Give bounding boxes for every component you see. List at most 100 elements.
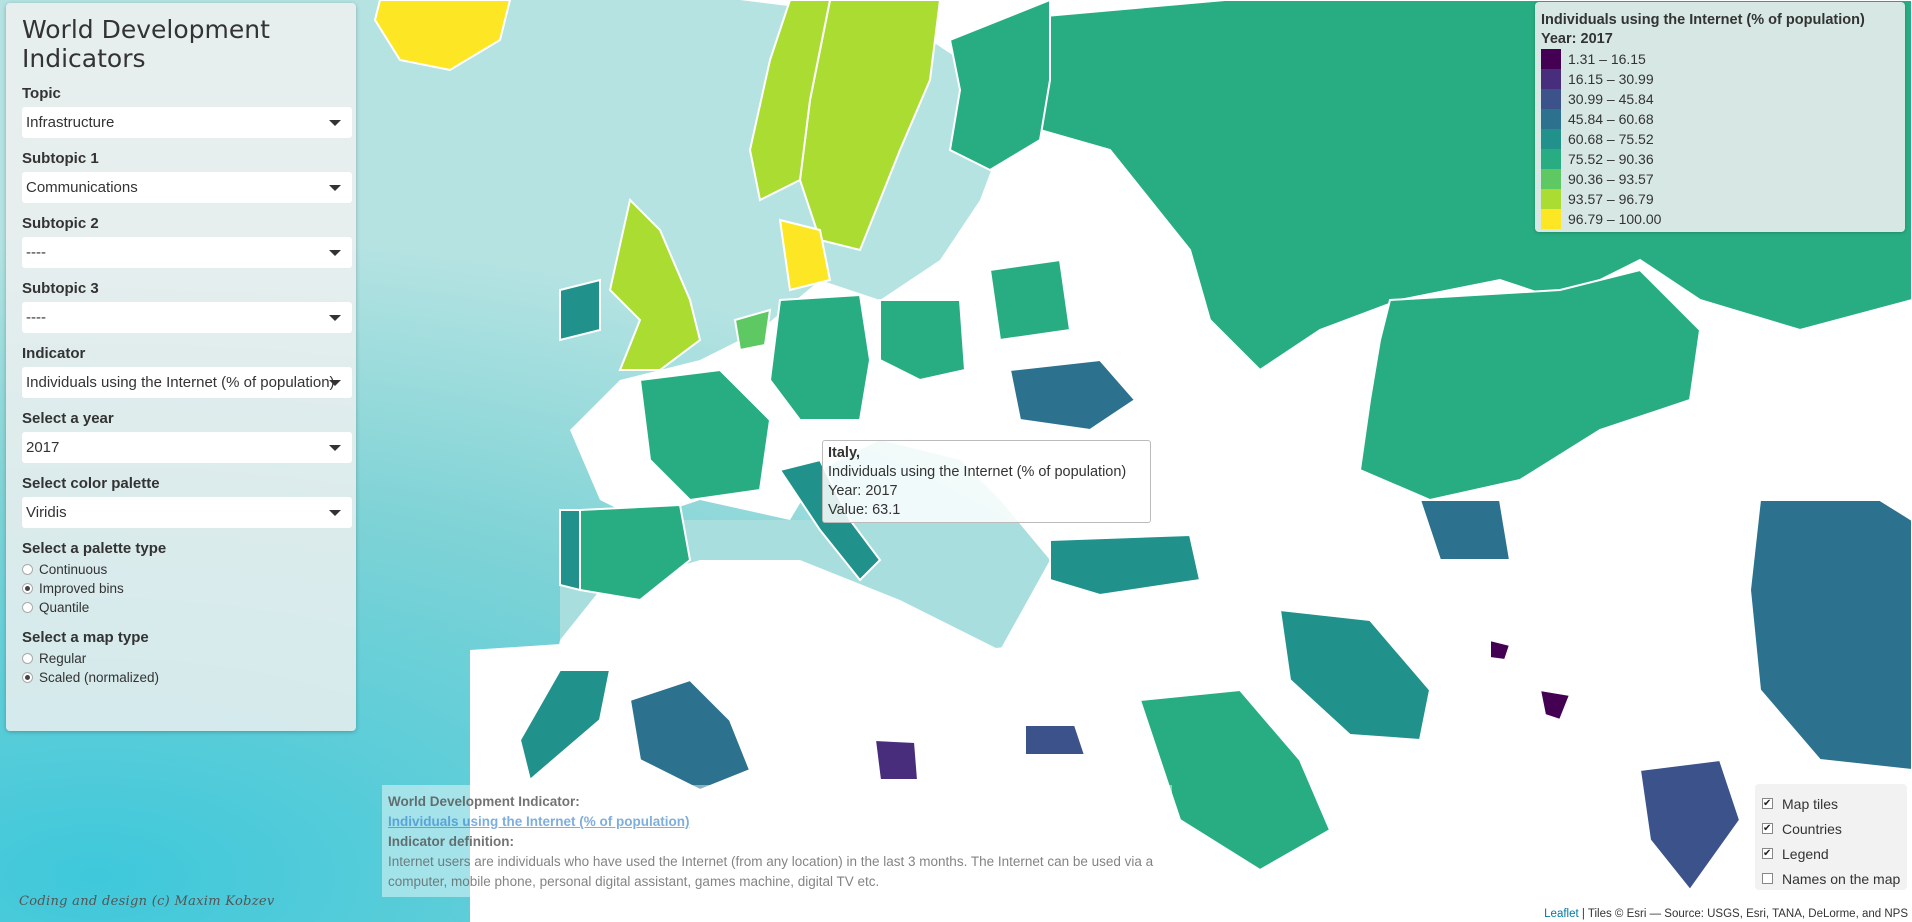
definition-heading: Indicator definition: bbox=[388, 834, 514, 849]
legend-label: 75.52 – 90.36 bbox=[1568, 151, 1654, 167]
country-france[interactable] bbox=[638, 368, 772, 502]
legend-swatch bbox=[1541, 209, 1561, 229]
country-algeria[interactable] bbox=[628, 678, 752, 792]
map-type-label: Select a map type bbox=[22, 629, 149, 646]
country-kazakhstan[interactable] bbox=[1358, 268, 1702, 502]
radio-regular[interactable]: Regular bbox=[22, 649, 345, 668]
country-ukraine[interactable] bbox=[1008, 358, 1137, 432]
tooltip-year: Year: 2017 bbox=[828, 483, 898, 499]
indicator-select[interactable]: Individuals using the Internet (% of pop… bbox=[22, 367, 352, 398]
country-pakistan[interactable] bbox=[1538, 688, 1572, 722]
legend-label: 90.36 – 93.57 bbox=[1568, 171, 1654, 187]
country-uk[interactable] bbox=[608, 198, 702, 371]
legend-label: 30.99 – 45.84 bbox=[1568, 91, 1654, 107]
country-netherlands[interactable] bbox=[733, 308, 772, 352]
subtopic2-field: Subtopic 2 ---- bbox=[22, 215, 352, 268]
legend-label: 60.68 – 75.52 bbox=[1568, 131, 1654, 147]
checkbox-checked[interactable] bbox=[1762, 848, 1773, 859]
radio-label: Scaled (normalized) bbox=[39, 670, 160, 685]
indicator-label: Indicator bbox=[22, 345, 86, 362]
layer-map-tiles[interactable]: Map tiles bbox=[1762, 791, 1907, 816]
country-saudi-arabia[interactable] bbox=[1138, 688, 1332, 872]
country-iran[interactable] bbox=[1278, 608, 1432, 742]
palette-value: Viridis bbox=[26, 504, 67, 521]
country-portugal[interactable] bbox=[559, 509, 581, 592]
country-poland[interactable] bbox=[879, 299, 967, 382]
radio-improved-bins[interactable]: Improved bins bbox=[22, 579, 345, 598]
legend-label: 93.57 – 96.79 bbox=[1568, 191, 1654, 207]
topic-select[interactable]: Infrastructure bbox=[22, 107, 352, 138]
indicator-link[interactable]: Individuals using the Internet (% of pop… bbox=[388, 814, 690, 829]
country-iceland[interactable] bbox=[373, 0, 512, 72]
topic-label: Topic bbox=[22, 85, 61, 102]
country-morocco[interactable] bbox=[518, 669, 612, 782]
country-egypt[interactable] bbox=[1024, 724, 1087, 756]
country-norway[interactable] bbox=[748, 0, 832, 202]
year-select[interactable]: 2017 bbox=[22, 432, 352, 463]
legend-swatch bbox=[1541, 109, 1561, 129]
country-finland[interactable] bbox=[948, 0, 1051, 172]
country-denmark[interactable] bbox=[778, 218, 832, 292]
radio-label: Improved bins bbox=[39, 581, 124, 596]
country-belarus[interactable] bbox=[988, 258, 1072, 342]
layer-legend[interactable]: Legend bbox=[1762, 841, 1907, 866]
radio-button[interactable] bbox=[22, 653, 33, 664]
subtopic2-label: Subtopic 2 bbox=[22, 215, 99, 232]
checkbox-checked[interactable] bbox=[1762, 798, 1773, 809]
radio-button-selected[interactable] bbox=[22, 672, 33, 683]
legend-row: 1.31 – 16.15 bbox=[1541, 49, 1905, 69]
topic-value: Infrastructure bbox=[26, 114, 115, 131]
indicator-field: Indicator Individuals using the Internet… bbox=[22, 345, 352, 398]
legend-row: 30.99 – 45.84 bbox=[1541, 89, 1905, 109]
layer-label: Map tiles bbox=[1782, 795, 1839, 812]
country-germany[interactable] bbox=[768, 293, 872, 421]
subtopic1-field: Subtopic 1 Communications bbox=[22, 150, 352, 203]
legend-row: 60.68 – 75.52 bbox=[1541, 129, 1905, 149]
checkbox-checked[interactable] bbox=[1762, 823, 1773, 834]
info-heading: World Development Indicator: bbox=[388, 794, 580, 809]
subtopic3-select[interactable]: ---- bbox=[22, 302, 352, 333]
radio-continuous[interactable]: Continuous bbox=[22, 560, 345, 579]
subtopic3-value: ---- bbox=[26, 309, 46, 326]
country-uzbekistan[interactable] bbox=[1418, 499, 1512, 561]
country-india[interactable] bbox=[1638, 758, 1742, 892]
layer-countries[interactable]: Countries bbox=[1762, 816, 1907, 841]
layer-names-on-map[interactable]: Names on the map bbox=[1762, 866, 1907, 891]
radio-quantile[interactable]: Quantile bbox=[22, 598, 345, 617]
palette-select[interactable]: Viridis bbox=[22, 497, 352, 528]
palette-type-label: Select a palette type bbox=[22, 540, 167, 557]
checkbox[interactable] bbox=[1762, 873, 1773, 884]
layer-control: Map tiles Countries Legend Names on the … bbox=[1755, 784, 1907, 890]
legend-swatch bbox=[1541, 69, 1561, 89]
layer-label: Countries bbox=[1782, 820, 1842, 837]
legend-label: 1.31 – 16.15 bbox=[1568, 51, 1646, 67]
radio-button[interactable] bbox=[22, 564, 33, 575]
country-turkey[interactable] bbox=[1049, 533, 1202, 597]
radio-label: Regular bbox=[39, 651, 87, 666]
subtopic1-select[interactable]: Communications bbox=[22, 172, 352, 203]
country-ireland[interactable] bbox=[559, 278, 601, 342]
country-china[interactable] bbox=[1748, 499, 1912, 772]
subtopic2-select[interactable]: ---- bbox=[22, 237, 352, 268]
indicator-value: Individuals using the Internet (% of pop… bbox=[26, 374, 335, 391]
radio-label: Quantile bbox=[39, 600, 90, 615]
palette-field: Select color palette Viridis bbox=[22, 475, 352, 528]
indicator-definition: Internet users are individuals who have … bbox=[388, 854, 1154, 889]
leaflet-link[interactable]: Leaflet bbox=[1544, 908, 1579, 920]
layer-label: Names on the map bbox=[1782, 870, 1901, 887]
chevron-down-icon bbox=[329, 185, 341, 191]
chevron-down-icon bbox=[329, 445, 341, 451]
legend-label: 45.84 – 60.68 bbox=[1568, 111, 1654, 127]
country-libya[interactable] bbox=[873, 738, 920, 781]
indicator-info-box: World Development Indicator: Individuals… bbox=[382, 785, 1172, 897]
radio-scaled[interactable]: Scaled (normalized) bbox=[22, 668, 345, 687]
tooltip-indicator: Individuals using the Internet (% of pop… bbox=[828, 464, 1127, 480]
tiles-credit: | Tiles © Esri — Source: USGS, Esri, TAN… bbox=[1581, 908, 1908, 920]
radio-button-selected[interactable] bbox=[22, 583, 33, 594]
country-afghanistan[interactable] bbox=[1489, 638, 1512, 662]
radio-button[interactable] bbox=[22, 602, 33, 613]
legend-swatch bbox=[1541, 129, 1561, 149]
legend-row: 16.15 – 30.99 bbox=[1541, 69, 1905, 89]
legend-swatch bbox=[1541, 189, 1561, 209]
palette-label: Select color palette bbox=[22, 475, 160, 492]
